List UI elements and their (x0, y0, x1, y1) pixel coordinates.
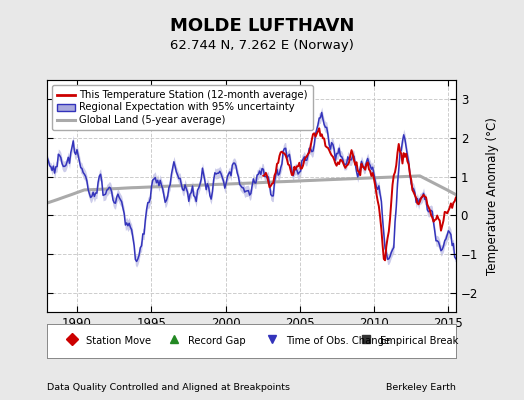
Text: Berkeley Earth: Berkeley Earth (386, 383, 456, 392)
Text: Record Gap: Record Gap (188, 336, 246, 346)
Text: 62.744 N, 7.262 E (Norway): 62.744 N, 7.262 E (Norway) (170, 40, 354, 52)
Text: Data Quality Controlled and Aligned at Breakpoints: Data Quality Controlled and Aligned at B… (47, 383, 290, 392)
Text: Empirical Break: Empirical Break (380, 336, 458, 346)
Y-axis label: Temperature Anomaly (°C): Temperature Anomaly (°C) (486, 117, 499, 275)
Legend: This Temperature Station (12-month average), Regional Expectation with 95% uncer: This Temperature Station (12-month avera… (52, 85, 313, 130)
Text: Time of Obs. Change: Time of Obs. Change (286, 336, 390, 346)
Text: Station Move: Station Move (86, 336, 151, 346)
Text: MOLDE LUFTHAVN: MOLDE LUFTHAVN (170, 17, 354, 35)
